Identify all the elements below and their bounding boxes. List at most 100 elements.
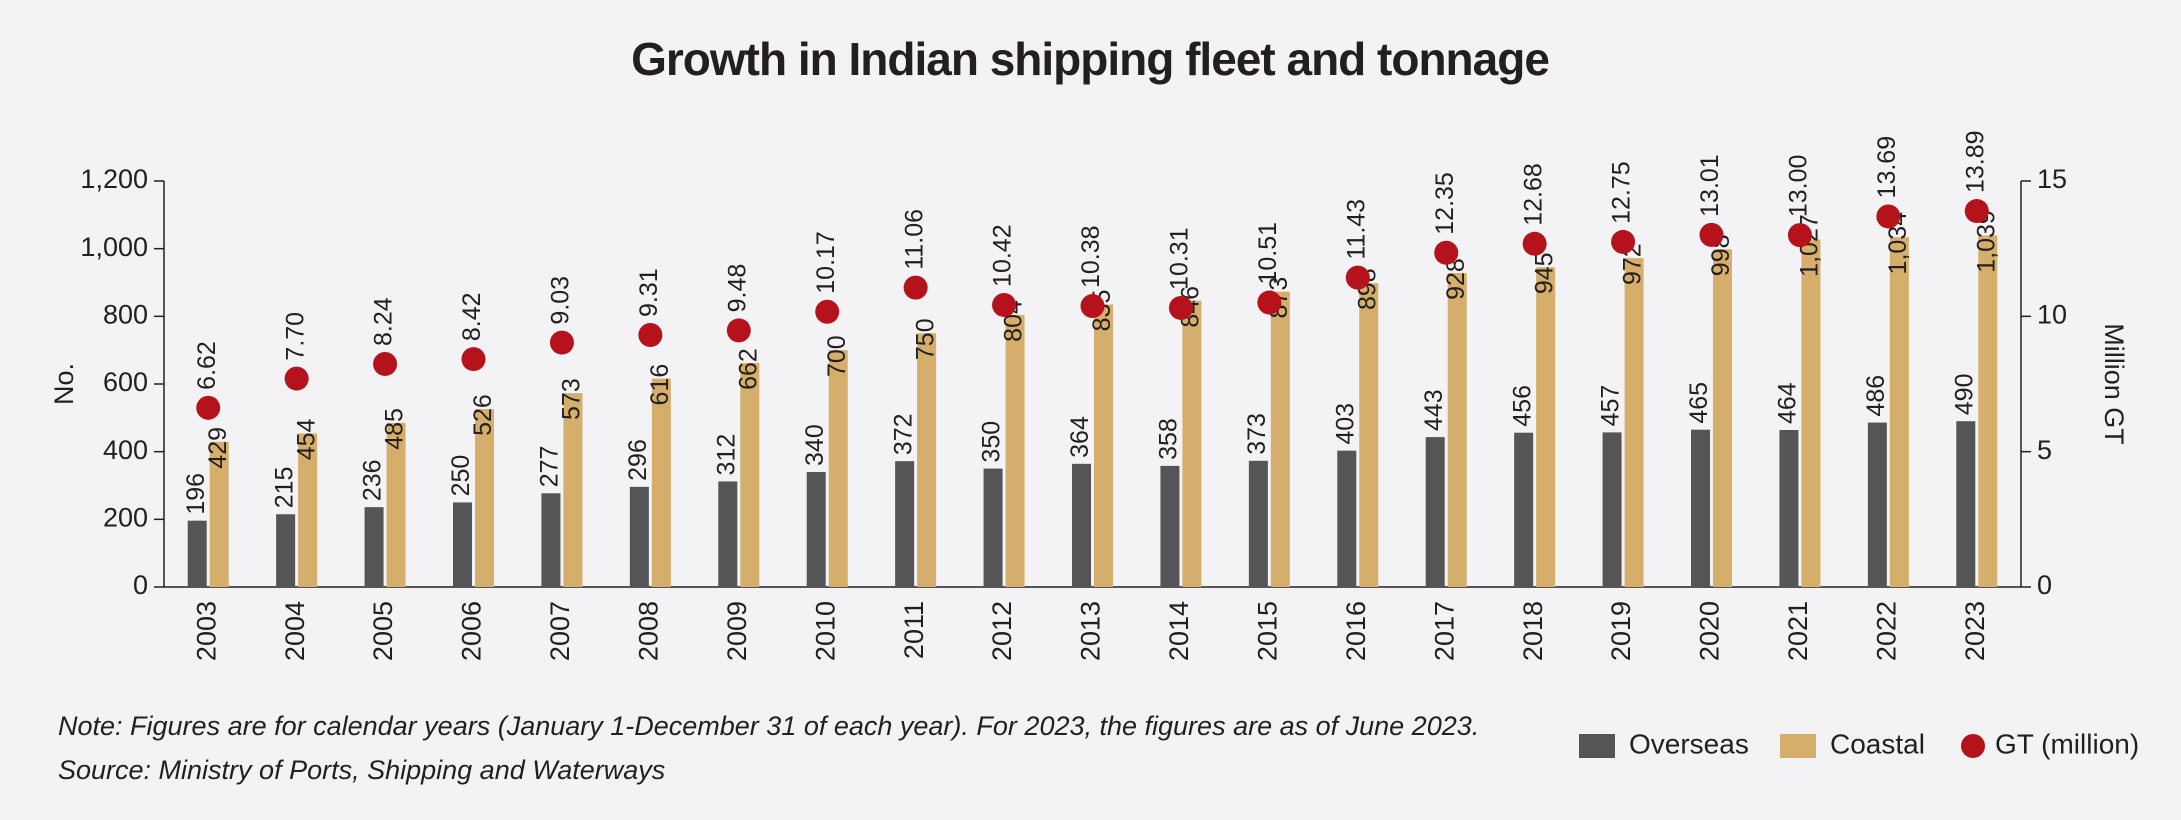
value-label: 10.17 [812, 231, 840, 294]
gt-point [1522, 231, 1547, 256]
x-tick-label: 2009 [722, 601, 752, 661]
y-tick-label: 400 [103, 435, 148, 465]
bar [364, 507, 384, 587]
x-tick-label: 2007 [545, 601, 575, 661]
gt-point [1168, 295, 1193, 320]
value-label: 573 [558, 378, 586, 420]
bar [718, 481, 738, 587]
bar [1270, 291, 1290, 587]
bar [1072, 463, 1091, 587]
y-tick-label: 200 [103, 502, 148, 532]
value-label: 250 [447, 455, 475, 497]
value-label: 456 [1508, 385, 1536, 427]
value-label: 215 [270, 467, 298, 509]
gt-point [1876, 204, 1901, 229]
bar [187, 520, 207, 587]
x-tick-label: 2020 [1695, 601, 1725, 661]
value-label: 11.06 [900, 209, 928, 270]
bar [1094, 304, 1113, 587]
x-tick-label: 2016 [1341, 601, 1371, 661]
bar [895, 461, 915, 587]
value-label: 372 [889, 413, 917, 455]
value-label: 10.38 [1077, 225, 1105, 288]
value-label: 457 [1597, 385, 1625, 427]
bar [1801, 239, 1821, 587]
x-tick-label: 2003 [191, 601, 221, 661]
bar [806, 471, 826, 587]
value-label: 700 [823, 335, 851, 377]
y-tick-label: 600 [103, 367, 148, 397]
bar [209, 441, 229, 587]
value-label: 13.00 [1785, 155, 1813, 218]
bar [1005, 314, 1025, 587]
value-label: 10.31 [1166, 227, 1194, 290]
bar [1337, 450, 1357, 587]
value-label: 364 [1066, 416, 1094, 458]
value-label: 9.03 [547, 276, 575, 325]
value-label: 616 [646, 364, 674, 406]
bar [1779, 430, 1799, 587]
gt-point [196, 395, 221, 420]
x-tick-label: 2022 [1871, 601, 1901, 661]
bar [1160, 465, 1180, 587]
value-label: 13.69 [1873, 136, 1901, 199]
gt-point [726, 318, 751, 343]
bar [453, 502, 472, 587]
gt-point [1787, 223, 1812, 248]
x-tick-label: 2017 [1429, 601, 1459, 661]
gt-point [638, 323, 663, 348]
bar [629, 486, 649, 587]
gt-point [1964, 199, 1989, 224]
value-label: 312 [712, 434, 740, 476]
legend-marker [1780, 734, 1816, 758]
bar [1248, 460, 1268, 587]
bar [1514, 432, 1534, 587]
value-label: 662 [734, 348, 762, 390]
value-label: 358 [1155, 418, 1183, 460]
bar [1889, 237, 1909, 587]
value-label: 12.75 [1608, 161, 1636, 224]
value-label: 6.62 [193, 341, 221, 390]
x-tick-label: 2023 [1960, 601, 1990, 661]
bar [983, 468, 1003, 587]
value-label: 465 [1685, 382, 1713, 424]
x-tick-label: 2021 [1783, 601, 1813, 661]
bar [1713, 249, 1732, 588]
y-tick-label: 1,200 [80, 164, 148, 194]
gt-point [284, 366, 309, 391]
y2-tick-label: 0 [2037, 570, 2052, 600]
bar [298, 433, 318, 587]
y2-tick-label: 10 [2037, 299, 2067, 329]
bar [563, 393, 583, 587]
value-label: 490 [1950, 373, 1978, 415]
y-tick-label: 0 [133, 570, 148, 600]
x-tick-label: 2010 [810, 601, 840, 661]
y-tick-label: 1,000 [80, 232, 148, 262]
value-label: 9.31 [635, 268, 663, 317]
value-label: 296 [624, 439, 652, 481]
bar [1425, 437, 1445, 587]
value-label: 403 [1331, 403, 1359, 445]
value-label: 7.70 [281, 312, 309, 361]
x-tick-label: 2013 [1076, 601, 1106, 661]
value-label: 196 [182, 473, 210, 515]
gt-point [549, 330, 574, 355]
x-tick-label: 2011 [899, 601, 929, 659]
gt-point [1080, 294, 1105, 319]
gt-point [1434, 240, 1459, 265]
bar [917, 333, 937, 587]
bar [276, 514, 296, 587]
bar [1359, 283, 1379, 587]
bar [651, 378, 671, 587]
bar [1602, 432, 1622, 587]
value-label: 340 [801, 424, 829, 466]
value-label: 454 [292, 418, 320, 460]
legend-label: Overseas [1629, 728, 1749, 759]
gt-point [903, 275, 928, 300]
gt-point [373, 351, 398, 376]
value-label: 12.68 [1519, 163, 1547, 226]
x-tick-label: 2012 [987, 601, 1017, 661]
x-tick-label: 2019 [1606, 601, 1636, 661]
bar [386, 422, 406, 587]
legend-marker [1579, 734, 1615, 758]
